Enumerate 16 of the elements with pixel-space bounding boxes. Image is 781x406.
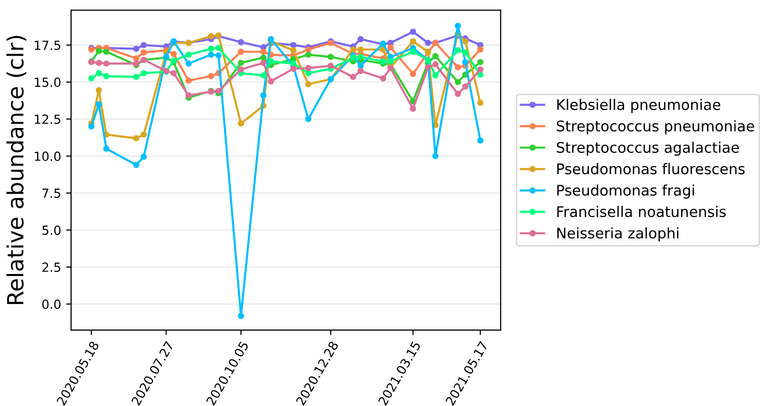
y-tick-label: 7.5 bbox=[42, 188, 60, 198]
y-tick-label: 10.0 bbox=[34, 152, 61, 161]
legend-label: Klebsiella pneumoniae bbox=[557, 98, 720, 113]
y-tick-label: 5.0 bbox=[42, 226, 61, 235]
y-tick-label: 2.5 bbox=[42, 262, 60, 272]
legend-label: Neisseria zalophi bbox=[557, 227, 678, 242]
y-tick-label: 15.0 bbox=[34, 78, 61, 87]
legend-label: Pseudomonas fluorescens bbox=[557, 163, 745, 174]
y-tick-label: 0.0 bbox=[42, 300, 61, 309]
legend-label: Streptococcus agalactiae bbox=[556, 142, 739, 156]
legend-label: Pseudomonas fragi bbox=[557, 184, 694, 199]
y-axis-title: Relative abundance (clr) bbox=[6, 36, 26, 304]
legend-label: Francisella noatunensis bbox=[557, 206, 726, 218]
y-tick-label: 12.5 bbox=[34, 114, 60, 124]
y-tick-label: 17.5 bbox=[34, 40, 60, 50]
legend-label: Streptococcus pneumoniae bbox=[556, 120, 754, 134]
